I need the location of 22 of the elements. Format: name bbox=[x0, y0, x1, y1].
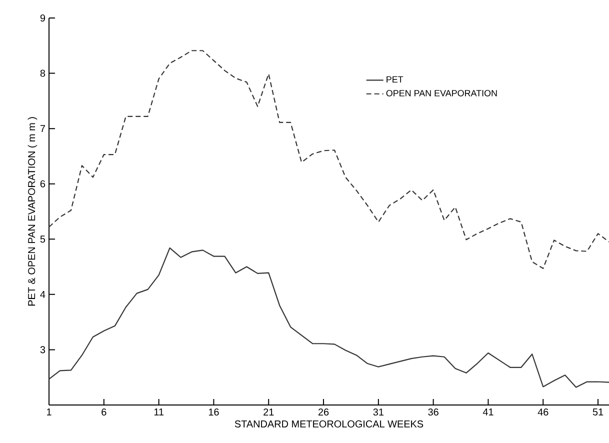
y-tick-label: 7 bbox=[40, 125, 45, 132]
legend-label: OPEN PAN EVAPORATION bbox=[386, 90, 497, 96]
x-tick-label: 41 bbox=[482, 408, 494, 416]
x-tick-label: 16 bbox=[208, 408, 219, 416]
y-tick-label: 6 bbox=[40, 180, 46, 188]
y-tick-label: 9 bbox=[40, 14, 46, 22]
x-tick-label: 1 bbox=[47, 408, 52, 416]
x-tick-label: 31 bbox=[373, 408, 384, 416]
y-axis-title: PET & OPEN PAN EVAPORATION ( m m ) bbox=[28, 117, 38, 306]
x-tick-label: 51 bbox=[592, 408, 604, 416]
y-tick-label: 5 bbox=[40, 236, 46, 243]
x-axis-title: STANDARD METEOROLOGICAL WEEKS bbox=[234, 420, 424, 428]
x-tick-label: 26 bbox=[318, 408, 329, 416]
y-tick-label: 4 bbox=[40, 290, 46, 298]
y-tick-label: 3 bbox=[40, 346, 46, 354]
y-tick-label: 8 bbox=[40, 70, 46, 77]
x-tick-label: 46 bbox=[538, 408, 548, 416]
x-tick-label: 21 bbox=[264, 408, 274, 416]
legend-label: PET bbox=[386, 76, 404, 83]
x-tick-label: 36 bbox=[428, 408, 438, 416]
x-tick-label: 6 bbox=[102, 408, 106, 416]
x-tick-label: 11 bbox=[154, 408, 164, 416]
